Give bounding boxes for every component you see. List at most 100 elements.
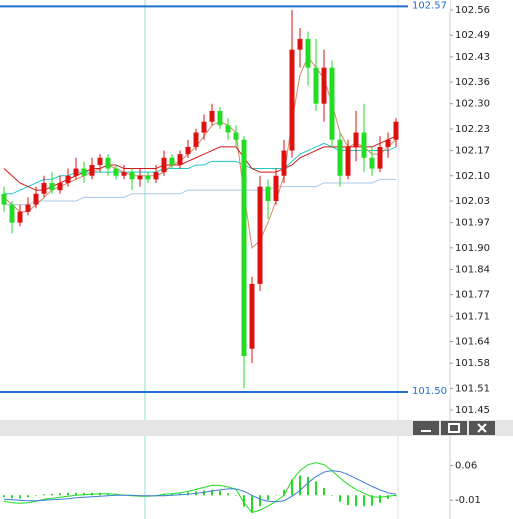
level-label: 102.57 — [412, 0, 447, 11]
histogram-bar — [43, 494, 45, 496]
histogram-bar — [259, 495, 261, 507]
candle-body — [89, 164, 95, 176]
candle-body — [249, 283, 255, 349]
candle-body — [1, 193, 7, 205]
y-tick-label: 101.71 — [455, 311, 490, 322]
candle-body — [209, 110, 215, 122]
histogram-bar — [363, 495, 365, 507]
maximize-button[interactable] — [441, 421, 467, 435]
histogram-bar — [371, 495, 373, 506]
candle-body — [33, 193, 39, 205]
candle-body — [193, 132, 199, 147]
y-tick-label: 0.06 — [455, 461, 477, 472]
candle-body — [9, 204, 15, 223]
panel-divider — [0, 420, 513, 436]
histogram-bar — [75, 492, 77, 496]
histogram-bar — [67, 492, 69, 496]
histogram-bar — [211, 489, 213, 496]
icon — [477, 423, 487, 433]
candle-body — [17, 211, 23, 223]
histogram-bar — [355, 495, 357, 507]
candle-body — [161, 157, 167, 173]
histogram-bar — [267, 495, 269, 501]
y-tick-label: 102.03 — [455, 196, 490, 207]
y-tick-label: 102.10 — [455, 171, 490, 182]
y-tick-label: 101.77 — [455, 290, 490, 301]
candle-body — [97, 157, 103, 165]
candle-body — [281, 150, 287, 176]
candle-body — [273, 175, 279, 201]
candle-body — [177, 154, 183, 165]
histogram-bar — [307, 477, 309, 496]
candle-body — [217, 110, 223, 126]
histogram-bar — [59, 493, 61, 496]
candle-body — [337, 139, 343, 176]
histogram-bar — [275, 494, 277, 496]
histogram-bar — [323, 487, 325, 496]
candle-body — [361, 132, 367, 158]
y-tick-label: 102.30 — [455, 99, 490, 110]
candle-body — [57, 182, 63, 191]
candle-body — [265, 186, 271, 201]
y-tick-label: 101.45 — [455, 405, 490, 416]
histogram-bar — [35, 495, 37, 496]
histogram-bar — [171, 493, 173, 496]
y-tick-label: 102.17 — [455, 146, 490, 157]
candle-body — [129, 172, 135, 180]
histogram-bar — [11, 495, 13, 499]
candle-body — [241, 139, 247, 356]
candle-body — [297, 38, 303, 50]
level-label-box — [408, 384, 450, 397]
histogram-bar — [347, 495, 349, 506]
candle-body — [81, 168, 87, 176]
candle-body — [233, 132, 239, 140]
indicator-line — [3, 470, 397, 503]
candle-body — [145, 175, 151, 180]
histogram-bar — [243, 495, 245, 507]
price-panel: 102.56 102.49 102.43 102.36 102.30 102.23 102.… — [0, 0, 490, 416]
y-tick-label: 102.36 — [455, 77, 490, 88]
y-tick-label: 101.84 — [455, 264, 490, 275]
histogram-bar — [51, 493, 53, 496]
candle-body — [153, 172, 159, 180]
candle-body — [73, 168, 79, 176]
candle-body — [105, 157, 111, 169]
y-tick-label: 101.90 — [455, 243, 490, 254]
candle-body — [393, 121, 399, 140]
histogram-bar — [379, 495, 381, 503]
y-tick-label: 102.43 — [455, 52, 490, 63]
level-label: 101.50 — [412, 386, 447, 397]
candle-body — [369, 157, 375, 169]
indicator-line — [3, 462, 397, 514]
histogram-bar — [19, 495, 21, 499]
candle-body — [313, 67, 319, 104]
y-tick-label: 102.49 — [455, 30, 490, 41]
candle-body — [305, 38, 311, 68]
histogram-bar — [219, 490, 221, 496]
macd-panel: 0.06 -0.01 — [3, 461, 481, 514]
histogram-bar — [387, 495, 389, 499]
minimize-button[interactable] — [413, 421, 439, 435]
candle-body — [353, 132, 359, 147]
y-tick-label: -0.01 — [455, 495, 481, 506]
icon — [448, 423, 460, 433]
candle-body — [49, 182, 55, 191]
y-tick-label: 101.51 — [455, 383, 490, 394]
candle-body — [185, 146, 191, 155]
histogram-bar — [339, 495, 341, 502]
histogram-bar — [251, 495, 253, 513]
candle-body — [257, 186, 263, 284]
histogram-bar — [331, 495, 333, 496]
candle-body — [385, 139, 391, 147]
indicator-line — [4, 142, 397, 195]
plot-area — [0, 0, 450, 419]
window-buttons[interactable] — [413, 421, 495, 435]
candle-body — [377, 146, 383, 169]
candle-body — [345, 146, 351, 176]
histogram-bar — [299, 475, 301, 496]
candle-body — [113, 168, 119, 176]
level-label-box — [408, 0, 450, 12]
candle-body — [201, 121, 207, 133]
